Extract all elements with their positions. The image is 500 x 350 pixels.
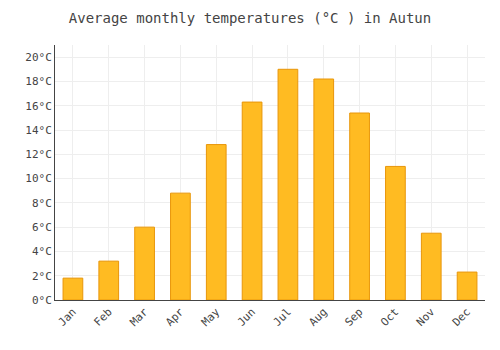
svg-text:Oct: Oct bbox=[378, 306, 401, 329]
svg-text:0°C: 0°C bbox=[32, 294, 52, 307]
svg-text:8°C: 8°C bbox=[32, 197, 52, 210]
svg-text:Nov: Nov bbox=[414, 305, 438, 329]
svg-text:10°C: 10°C bbox=[25, 172, 52, 185]
svg-text:6°C: 6°C bbox=[32, 221, 52, 234]
svg-text:18°C: 18°C bbox=[25, 75, 52, 88]
svg-text:4°C: 4°C bbox=[32, 245, 52, 258]
svg-text:16°C: 16°C bbox=[25, 100, 52, 113]
svg-text:Jan: Jan bbox=[56, 306, 79, 329]
svg-text:14°C: 14°C bbox=[25, 124, 52, 137]
svg-text:2°C: 2°C bbox=[32, 270, 52, 283]
svg-text:Sep: Sep bbox=[342, 306, 365, 329]
svg-text:May: May bbox=[199, 305, 223, 329]
svg-text:20°C: 20°C bbox=[25, 51, 52, 64]
svg-text:Feb: Feb bbox=[92, 306, 115, 329]
svg-text:Jun: Jun bbox=[235, 306, 258, 329]
svg-text:Dec: Dec bbox=[450, 306, 473, 329]
svg-text:Apr: Apr bbox=[163, 305, 187, 329]
svg-text:Average monthly temperatures (: Average monthly temperatures (°C ) in Au… bbox=[69, 10, 431, 26]
svg-text:12°C: 12°C bbox=[25, 148, 52, 161]
svg-text:Aug: Aug bbox=[307, 306, 330, 329]
svg-text:Mar: Mar bbox=[127, 305, 151, 329]
svg-text:Jul: Jul bbox=[271, 306, 294, 329]
